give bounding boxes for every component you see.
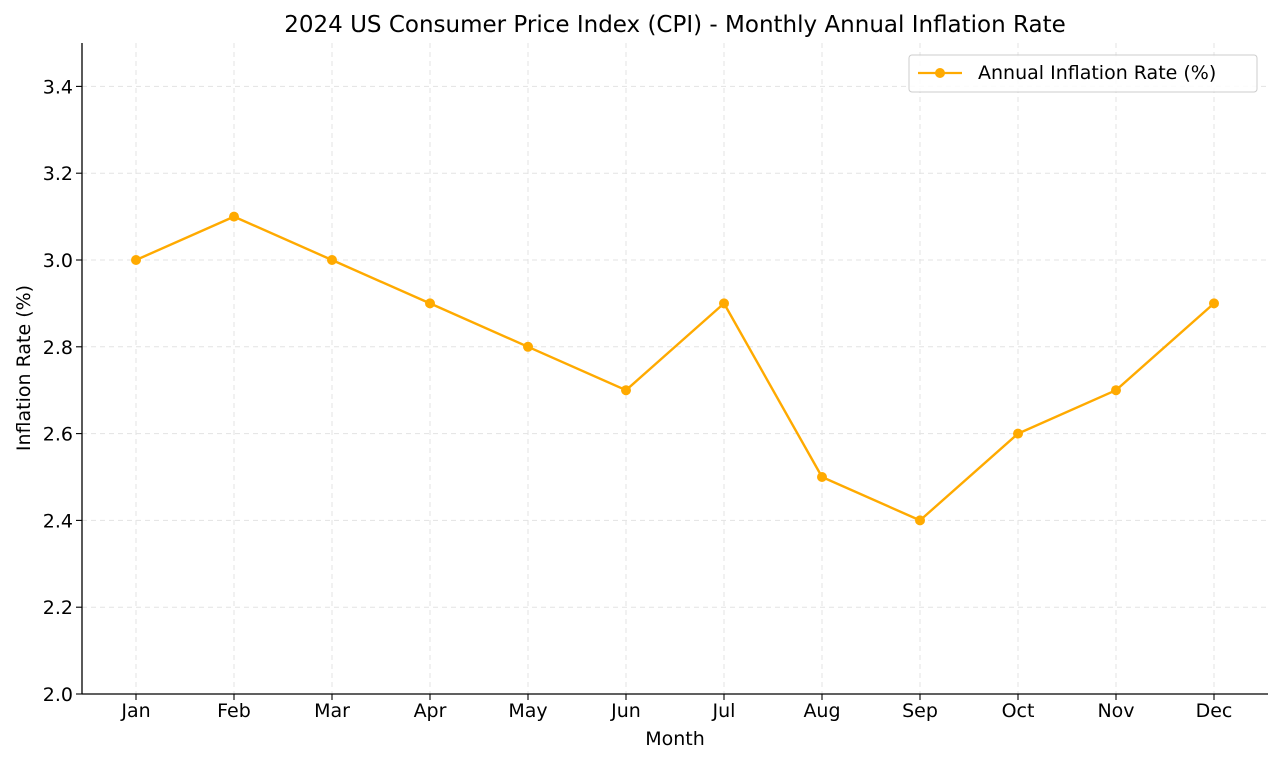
legend[interactable]: Annual Inflation Rate (%) bbox=[908, 54, 1258, 93]
y-tick-label: 2.6 bbox=[43, 424, 73, 446]
y-tick-label: 3.0 bbox=[43, 250, 73, 272]
grid-lines bbox=[82, 43, 1268, 694]
x-axis-label: Month bbox=[645, 728, 705, 750]
x-tick-label-apr: Apr bbox=[414, 700, 447, 722]
data-point-may[interactable] bbox=[523, 341, 533, 352]
data-point-apr[interactable] bbox=[425, 298, 435, 309]
x-axis-ticks: Jan Feb Mar Apr May Jun Jul Aug Sep Oct Nov Dec bbox=[120, 694, 1232, 722]
data-point-jul[interactable] bbox=[719, 298, 729, 309]
x-tick-label-sep: Sep bbox=[902, 700, 938, 722]
x-tick-label-jul: Jul bbox=[712, 700, 736, 722]
data-point-nov[interactable] bbox=[1111, 385, 1121, 396]
data-point-oct[interactable] bbox=[1013, 428, 1023, 439]
data-point-mar[interactable] bbox=[327, 255, 337, 265]
series-annual-inflation bbox=[131, 211, 1219, 526]
x-tick-label-jun: Jun bbox=[610, 700, 641, 722]
data-point-feb[interactable] bbox=[229, 211, 239, 222]
y-tick-label: 3.2 bbox=[43, 163, 73, 185]
y-tick-label: 2.0 bbox=[43, 684, 73, 706]
legend-entry-label: Annual Inflation Rate (%) bbox=[978, 62, 1216, 84]
y-tick-label: 2.8 bbox=[43, 337, 73, 359]
chart-title: 2024 US Consumer Price Index (CPI) - Mon… bbox=[284, 12, 1066, 38]
y-axis-label: Inflation Rate (%) bbox=[13, 285, 35, 451]
y-axis-ticks: 2.0 2.2 2.4 2.6 2.8 3.0 3.2 3.4 bbox=[43, 76, 82, 706]
data-point-dec[interactable] bbox=[1209, 298, 1219, 309]
legend-frame bbox=[908, 54, 1258, 93]
data-point-aug[interactable] bbox=[817, 472, 827, 482]
legend-marker-swatch bbox=[935, 68, 945, 78]
data-point-sep[interactable] bbox=[915, 515, 925, 526]
x-tick-label-feb: Feb bbox=[217, 700, 251, 722]
x-tick-label-nov: Nov bbox=[1097, 700, 1134, 722]
y-tick-label: 2.4 bbox=[43, 510, 73, 532]
data-point-jun[interactable] bbox=[621, 385, 631, 396]
series-line bbox=[135, 215, 1215, 522]
x-tick-label-oct: Oct bbox=[1002, 700, 1035, 722]
x-tick-label-may: May bbox=[508, 700, 547, 722]
x-tick-label-jan: Jan bbox=[120, 700, 150, 722]
data-point-jan[interactable] bbox=[131, 255, 141, 265]
x-tick-label-mar: Mar bbox=[314, 700, 350, 722]
y-tick-label: 3.4 bbox=[43, 76, 73, 98]
x-tick-label-dec: Dec bbox=[1196, 700, 1233, 722]
y-tick-label: 2.2 bbox=[43, 597, 73, 619]
x-tick-label-aug: Aug bbox=[803, 700, 840, 722]
